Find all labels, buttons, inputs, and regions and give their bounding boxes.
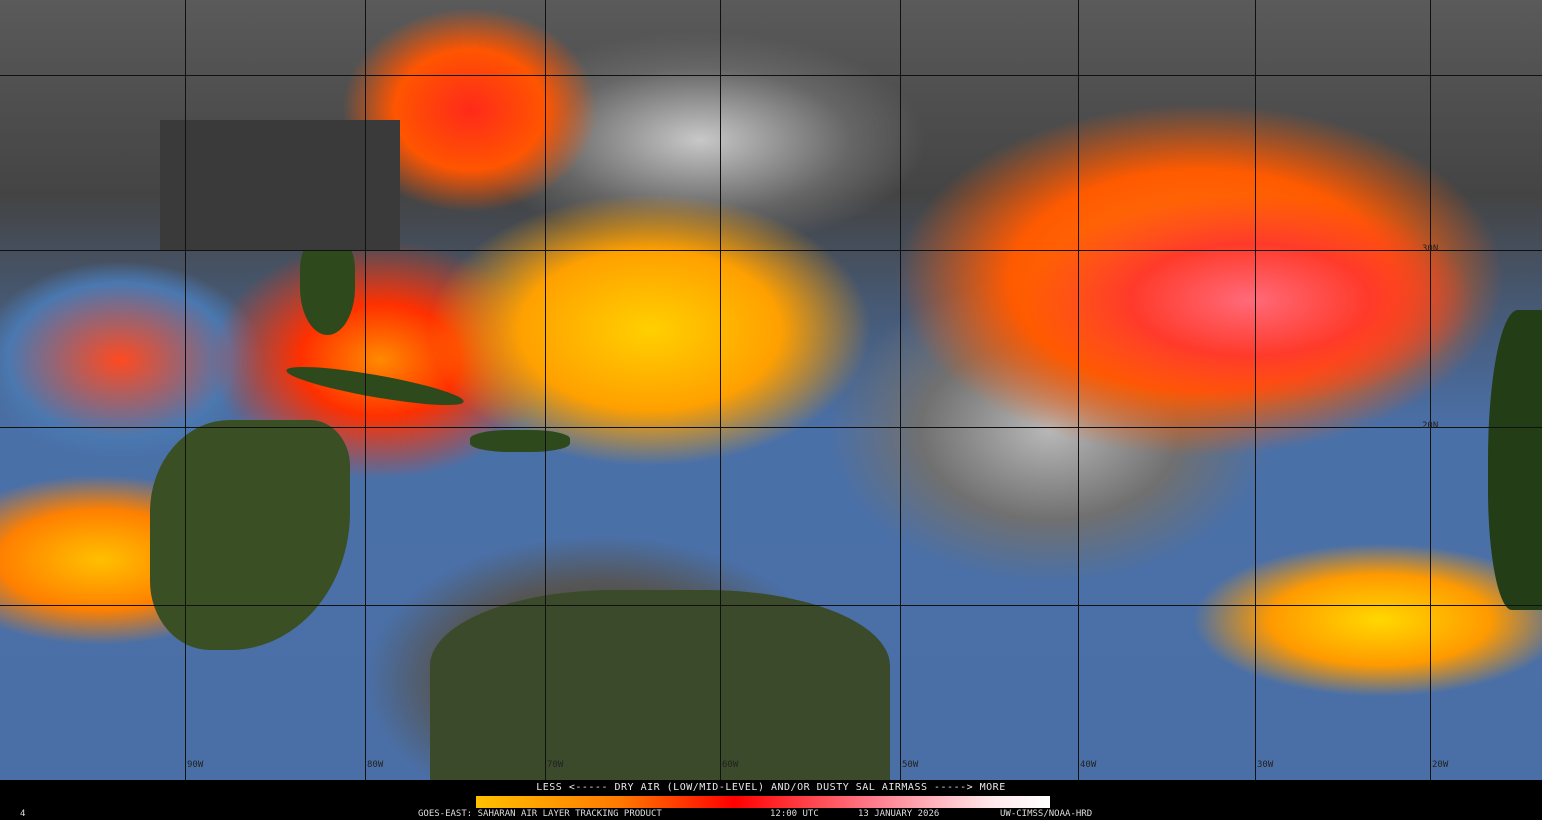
grid-line bbox=[545, 0, 546, 780]
grid-line bbox=[1078, 0, 1079, 780]
grid-line bbox=[720, 0, 721, 780]
product-name: GOES-EAST: SAHARAN AIR LAYER TRACKING PR… bbox=[418, 809, 662, 819]
grid-line bbox=[900, 0, 901, 780]
legend-color-bar bbox=[476, 796, 1050, 808]
grid-line bbox=[0, 427, 1542, 428]
satellite-map: 90W 80W 70W 60W 50W 40W 30W 20W 30N 20N bbox=[0, 0, 1542, 780]
land-africa bbox=[1488, 310, 1542, 610]
grid-line bbox=[0, 75, 1542, 76]
legend-title: LESS <----- DRY AIR (LOW/MID-LEVEL) AND/… bbox=[536, 782, 1006, 793]
longitude-label: 90W bbox=[187, 760, 204, 770]
longitude-label: 40W bbox=[1080, 760, 1097, 770]
longitude-label: 60W bbox=[722, 760, 739, 770]
land-us bbox=[160, 120, 400, 250]
land-hispaniola bbox=[470, 430, 570, 452]
longitude-label: 30W bbox=[1257, 760, 1274, 770]
longitude-label: 20W bbox=[1432, 760, 1449, 770]
corner-mark: 4 bbox=[20, 809, 26, 819]
land-cuba bbox=[284, 359, 466, 413]
grid-line bbox=[1255, 0, 1256, 780]
footer: 4 GOES-EAST: SAHARAN AIR LAYER TRACKING … bbox=[0, 808, 1542, 820]
longitude-label: 80W bbox=[367, 760, 384, 770]
latitude-label: 30N bbox=[1422, 244, 1439, 254]
land-central-america bbox=[150, 420, 350, 650]
grid-line bbox=[0, 250, 1542, 251]
longitude-label: 70W bbox=[547, 760, 564, 770]
valid-date: 13 JANUARY 2026 bbox=[858, 809, 940, 819]
grid-line bbox=[0, 605, 1542, 606]
credit: UW-CIMSS/NOAA-HRD bbox=[1000, 809, 1093, 819]
grid-line bbox=[185, 0, 186, 780]
longitude-label: 50W bbox=[902, 760, 919, 770]
grid-line bbox=[1430, 0, 1431, 780]
grid-line bbox=[365, 0, 366, 780]
land-south-america bbox=[430, 590, 890, 780]
valid-time: 12:00 UTC bbox=[770, 809, 819, 819]
latitude-label: 20N bbox=[1422, 421, 1439, 431]
land-florida bbox=[300, 240, 355, 335]
